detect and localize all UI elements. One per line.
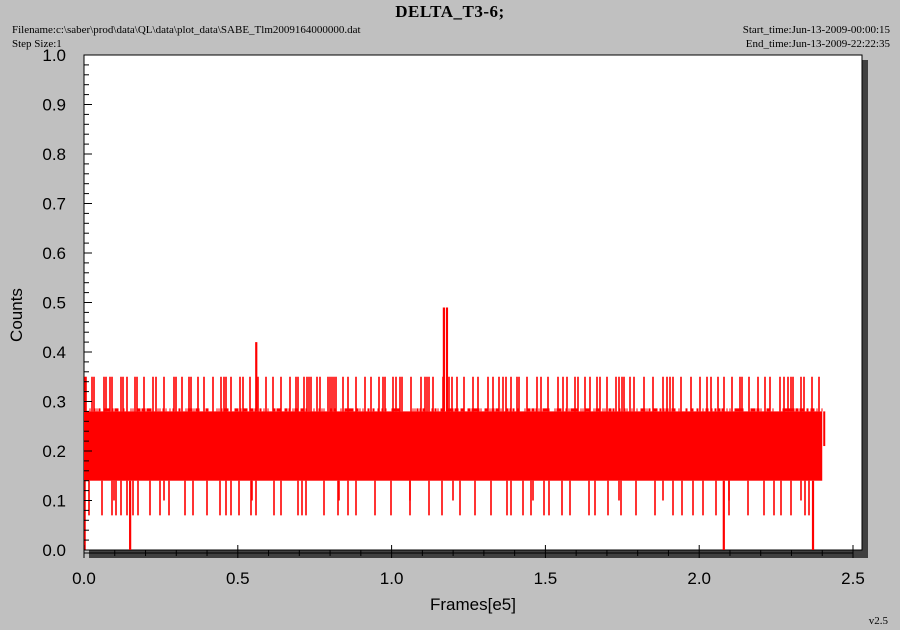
x-tick-label: 2.0	[687, 569, 711, 588]
chart-title: DELTA_T3-6;	[395, 2, 505, 21]
x-tick-label: 2.5	[841, 569, 865, 588]
step-size-label: Step Size:1	[12, 38, 62, 50]
end-time-label: End_time:Jun-13-2009-22:22:35	[745, 38, 890, 50]
y-tick-label: 0.4	[42, 343, 66, 362]
y-tick-label: 0.3	[42, 393, 66, 412]
x-axis-title: Frames[e5]	[430, 595, 516, 614]
y-tick-label: 0.6	[42, 244, 66, 263]
x-tick-label: 1.5	[534, 569, 558, 588]
version-label: v2.5	[868, 615, 888, 627]
y-tick-label: 1.0	[42, 46, 66, 65]
start-time-label: Start_time:Jun-13-2009-00:00:15	[742, 24, 890, 36]
y-tick-label: 0.1	[42, 492, 66, 511]
filename-label: Filename:c:\saber\prod\data\QL\data\plot…	[12, 24, 361, 36]
y-tick-label: 0.9	[42, 96, 66, 115]
y-tick-label: 0.0	[42, 541, 66, 560]
x-tick-label: 0.0	[72, 569, 96, 588]
y-tick-label: 0.5	[42, 294, 66, 313]
x-tick-label: 1.0	[380, 569, 404, 588]
y-tick-label: 0.2	[42, 442, 66, 461]
x-tick-label: 0.5	[226, 569, 250, 588]
y-axis-title: Counts	[7, 288, 26, 342]
series-layer	[84, 307, 826, 550]
y-tick-label: 0.8	[42, 145, 66, 164]
axis-layer: 0.0 0.1 0.2 0.3 0.4 0.5 0.6 0.7 0.8 0.9 1.0 0.0 0.5 1…	[42, 46, 864, 588]
series-band	[84, 411, 823, 481]
y-tick-label: 0.7	[42, 195, 66, 214]
